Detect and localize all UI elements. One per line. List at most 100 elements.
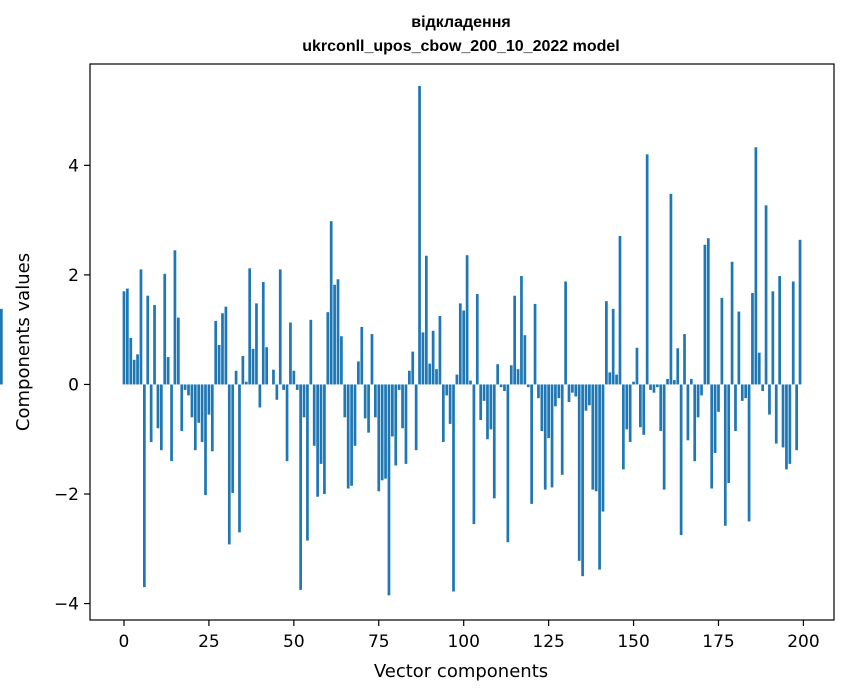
bar-146 — [618, 236, 622, 385]
bar-108 — [489, 384, 493, 430]
x-tick-label: 25 — [198, 632, 220, 652]
x-tick-label: 175 — [702, 632, 734, 652]
bar-127 — [554, 384, 557, 407]
bar-193 — [778, 275, 781, 385]
bar-158 — [659, 384, 663, 432]
bar-187 — [757, 352, 761, 385]
x-tick-label: 50 — [283, 632, 305, 652]
bar-107 — [486, 384, 489, 440]
bar-44 — [272, 369, 275, 385]
bar-66 — [346, 384, 350, 489]
bar-88 — [421, 332, 425, 385]
bar-26 — [210, 384, 214, 452]
bar-101 — [465, 255, 469, 385]
bar-133 — [574, 384, 578, 397]
bar-24 — [204, 384, 207, 496]
bar-173 — [710, 384, 714, 489]
bar-145 — [615, 374, 618, 385]
x-axis-label: Vector components — [374, 661, 548, 682]
bar-117 — [520, 275, 523, 385]
bar-152 — [639, 384, 642, 428]
bar-27 — [214, 320, 218, 385]
bar-109 — [492, 384, 496, 499]
bar-72 — [367, 384, 370, 433]
bar-131 — [567, 384, 571, 402]
bar-98 — [455, 374, 459, 385]
bar-166 — [686, 384, 690, 441]
bar-32 — [231, 384, 235, 493]
bar-175 — [717, 384, 720, 412]
bar-132 — [571, 384, 574, 393]
bar-29 — [221, 313, 224, 385]
bar-112 — [503, 384, 506, 392]
bar-0 — [122, 291, 126, 385]
bar-135 — [581, 384, 584, 577]
bar-21 — [193, 384, 197, 451]
bar-82 — [401, 384, 404, 429]
bar-13 — [166, 357, 170, 385]
bar-139 — [594, 384, 598, 492]
bar-103 — [472, 384, 476, 525]
bar-177 — [723, 384, 727, 526]
bar-164 — [679, 384, 683, 536]
bar-45 — [275, 384, 279, 400]
bar-189 — [764, 205, 768, 385]
y-tick-label: 0 — [68, 375, 79, 395]
bar-120 — [530, 384, 533, 504]
bar-125 — [547, 384, 550, 439]
bar-10 — [156, 384, 160, 429]
bar-57 — [316, 384, 319, 497]
y-axis-label: Components values — [13, 253, 34, 431]
bar-181 — [737, 311, 741, 385]
bar-63 — [336, 279, 340, 385]
bar-160 — [666, 378, 669, 385]
bar-7 — [146, 295, 150, 385]
bar-11 — [159, 384, 163, 451]
bar-196 — [788, 384, 792, 464]
bar-184 — [747, 384, 751, 522]
chart-title-line-2: ukrconll_upos_cbow_200_10_2022 model — [302, 38, 619, 55]
bar-144 — [611, 308, 615, 385]
bar-42 — [265, 347, 269, 385]
bar-62 — [333, 284, 336, 385]
bar-183 — [744, 384, 748, 399]
bar-16 — [176, 317, 180, 385]
bar-188 — [761, 384, 765, 392]
bar-190 — [768, 384, 771, 415]
bar-111 — [499, 384, 503, 388]
bar-130 — [564, 281, 567, 385]
x-tick-label: 75 — [368, 632, 390, 652]
bar-105 — [479, 384, 483, 421]
bar-198 — [795, 384, 798, 451]
bar-6 — [143, 384, 146, 588]
chart-title-line-1: відкладення — [411, 14, 510, 31]
bar-159 — [662, 384, 666, 490]
bar-53 — [302, 384, 306, 418]
bar-99 — [458, 303, 462, 385]
bar-95 — [445, 384, 449, 396]
bar-176 — [720, 297, 724, 385]
x-tick-label: 150 — [617, 632, 649, 652]
bar-163 — [676, 348, 680, 385]
bar-74 — [374, 384, 377, 418]
bar-38 — [251, 348, 255, 385]
bar-51 — [295, 384, 299, 390]
bar-142 — [605, 301, 608, 385]
bar-110 — [496, 364, 500, 385]
y-tick-label: 2 — [68, 266, 79, 286]
bar-100 — [462, 310, 466, 385]
bar-41 — [261, 282, 265, 385]
bar-78 — [387, 384, 391, 596]
bar-134 — [577, 384, 581, 561]
bar-97 — [452, 384, 455, 592]
bar-138 — [591, 384, 595, 490]
y-tick-label: −2 — [54, 485, 79, 505]
bar-22 — [197, 384, 201, 423]
bar-168 — [693, 384, 697, 462]
bar-50 — [292, 370, 296, 385]
bar-60 — [326, 312, 330, 385]
bar-9 — [153, 305, 156, 385]
bar-28 — [217, 345, 221, 385]
bar-55 — [309, 319, 313, 385]
